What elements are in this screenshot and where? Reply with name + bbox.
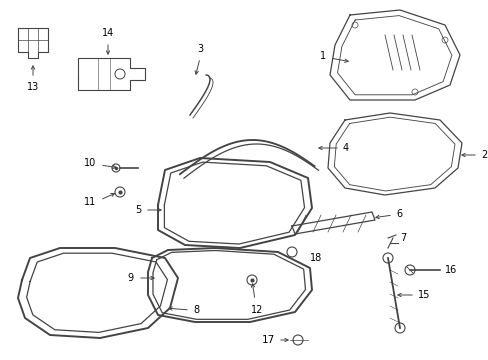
Text: 9: 9	[128, 273, 134, 283]
Text: 14: 14	[102, 28, 114, 38]
Text: 18: 18	[309, 253, 322, 263]
Text: 10: 10	[83, 158, 96, 168]
Text: 15: 15	[417, 290, 429, 300]
Text: 2: 2	[480, 150, 486, 160]
Text: 12: 12	[250, 305, 263, 315]
Text: 1: 1	[319, 51, 325, 61]
Text: 4: 4	[342, 143, 348, 153]
Text: 16: 16	[444, 265, 456, 275]
Text: 5: 5	[135, 205, 141, 215]
Text: 6: 6	[395, 209, 401, 219]
Text: 3: 3	[197, 44, 203, 54]
Text: 17: 17	[261, 335, 274, 345]
Text: 11: 11	[83, 197, 96, 207]
Text: 13: 13	[27, 82, 39, 92]
Text: 8: 8	[193, 305, 199, 315]
Text: 7: 7	[399, 233, 406, 243]
